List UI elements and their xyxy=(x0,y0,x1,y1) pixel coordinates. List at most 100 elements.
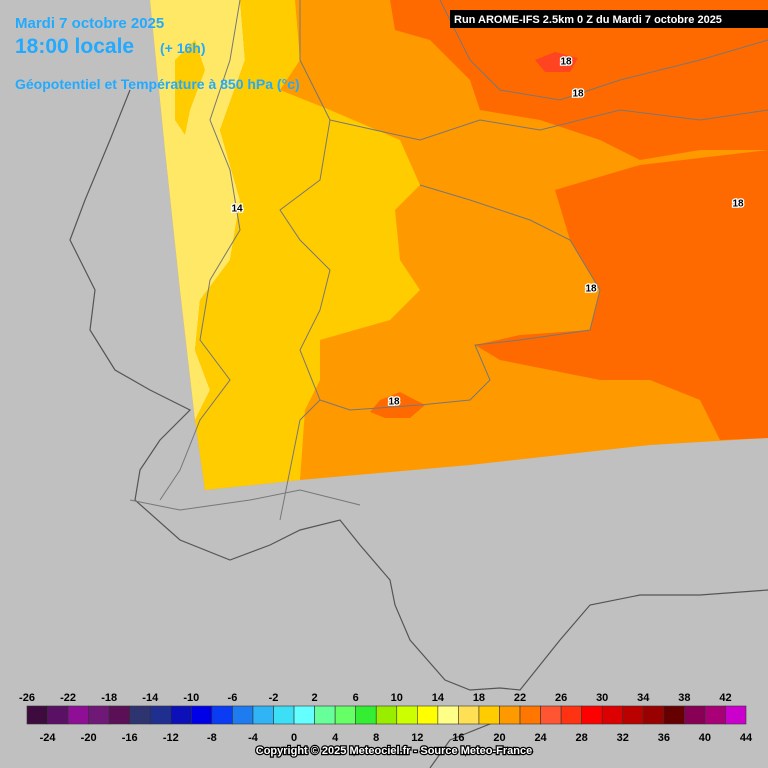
legend-swatch xyxy=(458,705,480,725)
border xyxy=(439,0,768,101)
legend-tick-label: 12 xyxy=(411,732,423,744)
legend-swatch xyxy=(437,705,459,725)
subtitle: Géopotentiel et Température à 850 hPa (°… xyxy=(15,76,300,92)
field-gold xyxy=(195,0,420,490)
contour-label: 14 xyxy=(231,204,243,215)
contour-label: 18 xyxy=(572,89,584,100)
legend-swatch xyxy=(88,705,110,725)
legend-swatch xyxy=(601,705,624,725)
contour-label: 18 xyxy=(732,199,744,210)
legend-tick-label: -4 xyxy=(248,732,259,744)
legend-tick-label: 16 xyxy=(452,732,464,744)
legend-swatch xyxy=(191,705,213,725)
legend: -26-24-22-20-18-16-14-12-10-8-6-4-202468… xyxy=(19,692,753,744)
legend-tick-label: 42 xyxy=(719,692,731,704)
title-time: 18:00 locale xyxy=(15,35,134,58)
legend-swatch xyxy=(704,705,726,725)
legend-swatch xyxy=(252,705,274,725)
legend-tick-label: -20 xyxy=(81,732,97,744)
legend-tick-label: 40 xyxy=(699,732,711,744)
legend-swatch xyxy=(273,705,295,725)
legend-swatch xyxy=(540,705,562,725)
field-gold-blob xyxy=(315,205,390,240)
legend-tick-label: 36 xyxy=(658,732,670,744)
contour-label: 18 xyxy=(388,397,400,408)
legend-swatch xyxy=(642,705,665,725)
legend-swatch xyxy=(725,705,747,725)
legend-swatch xyxy=(417,705,439,725)
field-dark-orange xyxy=(475,150,768,440)
legend-swatch xyxy=(211,705,233,725)
legend-tick-label: 22 xyxy=(514,692,526,704)
legend-tick-label: 0 xyxy=(291,732,297,744)
field-pale-yellow xyxy=(150,0,245,420)
contour-label: 18 xyxy=(560,57,572,68)
legend-swatch xyxy=(293,705,315,725)
legend-tick-label: 18 xyxy=(473,692,485,704)
legend-swatch xyxy=(375,705,398,725)
legend-tick-label: 6 xyxy=(353,692,359,704)
legend-tick-label: -2 xyxy=(269,692,279,704)
legend-tick-label: 34 xyxy=(637,692,650,704)
legend-swatch xyxy=(67,705,89,725)
legend-swatch xyxy=(170,705,192,725)
legend-tick-label: 26 xyxy=(555,692,567,704)
copyright: Copyright © 2025 Meteociel.fr - Source M… xyxy=(256,745,532,757)
legend-swatch xyxy=(478,705,500,725)
border xyxy=(129,489,361,511)
legend-swatch xyxy=(560,705,582,725)
coastline xyxy=(69,89,768,691)
legend-tick-label: -16 xyxy=(122,732,138,744)
legend-tick-label: 30 xyxy=(596,692,608,704)
legend-tick-label: 44 xyxy=(740,732,753,744)
legend-tick-label: 20 xyxy=(493,732,505,744)
legend-swatch xyxy=(663,705,685,725)
legend-swatch xyxy=(47,705,69,725)
legend-tick-label: -8 xyxy=(207,732,217,744)
field-red xyxy=(535,52,578,72)
legend-tick-label: 24 xyxy=(534,732,547,744)
legend-tick-label: -10 xyxy=(183,692,199,704)
legend-tick-label: 28 xyxy=(576,732,588,744)
run-box xyxy=(450,10,768,28)
legend-swatch xyxy=(519,705,541,725)
legend-swatch xyxy=(232,705,254,725)
legend-tick-label: 4 xyxy=(332,732,339,744)
legend-swatch xyxy=(149,705,172,725)
title-offset: (+ 16h) xyxy=(160,40,206,56)
legend-tick-label: 38 xyxy=(678,692,690,704)
title-date: Mardi 7 octobre 2025 xyxy=(15,15,164,32)
legend-tick-label: -6 xyxy=(228,692,238,704)
legend-tick-label: -26 xyxy=(19,692,35,704)
legend-tick-label: -18 xyxy=(101,692,117,704)
legend-swatch xyxy=(314,705,336,725)
contour-label: 18 xyxy=(585,284,597,295)
legend-tick-label: 8 xyxy=(373,732,379,744)
field-dark-orange xyxy=(390,0,768,160)
field-gold-blob xyxy=(175,40,205,135)
legend-swatch xyxy=(334,705,356,725)
legend-tick-label: 2 xyxy=(312,692,318,704)
run-label: Run AROME-IFS 2.5km 0 Z du Mardi 7 octob… xyxy=(454,14,722,26)
legend-swatch xyxy=(684,705,706,725)
legend-tick-label: -22 xyxy=(60,692,76,704)
legend-swatch xyxy=(26,705,48,725)
legend-tick-label: -14 xyxy=(142,692,159,704)
border xyxy=(159,0,241,501)
legend-swatch xyxy=(355,705,377,725)
legend-swatch xyxy=(396,705,418,725)
legend-swatch xyxy=(622,705,644,725)
legend-tick-label: 14 xyxy=(432,692,445,704)
legend-swatch xyxy=(499,705,521,725)
legend-swatch xyxy=(129,705,151,725)
field-dark-orange xyxy=(370,392,425,418)
border xyxy=(329,109,768,141)
legend-swatch xyxy=(581,705,603,725)
border xyxy=(319,184,601,411)
legend-tick-label: -24 xyxy=(40,732,57,744)
legend-tick-label: 32 xyxy=(617,732,629,744)
legend-tick-label: -12 xyxy=(163,732,179,744)
legend-tick-label: 10 xyxy=(391,692,403,704)
legend-swatch xyxy=(108,705,131,725)
